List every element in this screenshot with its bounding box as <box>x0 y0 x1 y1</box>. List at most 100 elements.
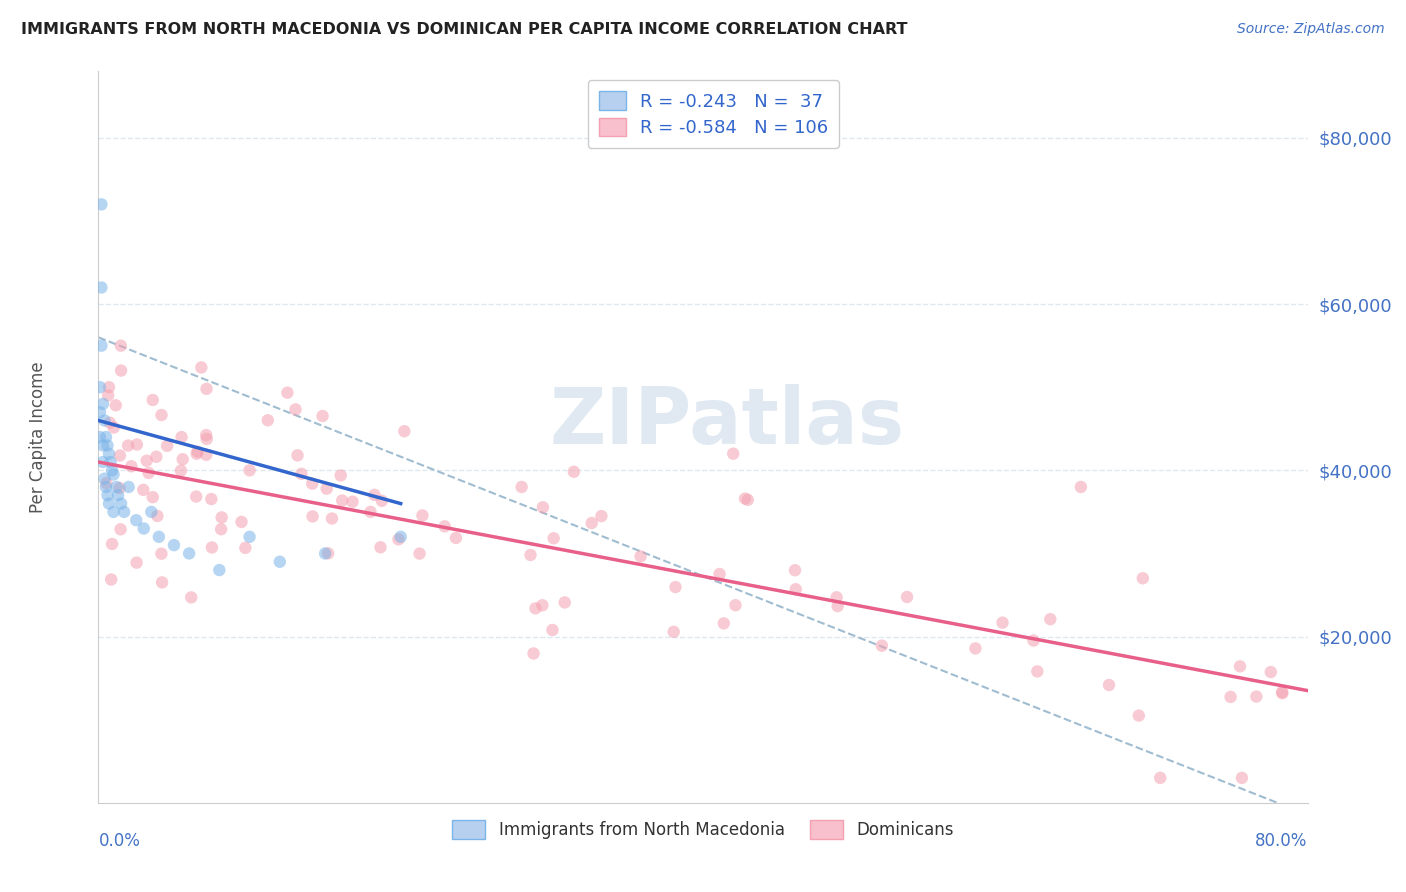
Point <box>896 590 918 604</box>
Point <box>112 505 135 519</box>
Point <box>554 595 576 609</box>
Point <box>91 397 114 411</box>
Point <box>90 197 112 211</box>
Point <box>591 509 613 524</box>
Point <box>200 492 222 507</box>
Point <box>315 482 337 496</box>
Point <box>163 538 186 552</box>
Point <box>195 448 218 462</box>
Point <box>522 647 544 661</box>
Point <box>965 641 987 656</box>
Point <box>91 438 114 452</box>
Point <box>180 591 202 605</box>
Point <box>1230 771 1253 785</box>
Point <box>562 465 585 479</box>
Point <box>190 360 212 375</box>
Point <box>1132 571 1154 585</box>
Point <box>1039 612 1062 626</box>
Point <box>91 455 114 469</box>
Point <box>150 575 173 590</box>
Point <box>103 467 125 482</box>
Point <box>142 490 165 504</box>
Point <box>370 541 392 555</box>
Point <box>314 546 336 560</box>
Text: 80.0%: 80.0% <box>1256 832 1308 850</box>
Point <box>96 476 118 491</box>
Point <box>785 582 807 597</box>
Point <box>239 530 262 544</box>
Point <box>543 531 565 545</box>
Point <box>132 483 155 497</box>
Point <box>132 521 155 535</box>
Point <box>394 424 416 438</box>
Point <box>89 430 111 444</box>
Point <box>363 488 385 502</box>
Point <box>209 522 232 536</box>
Point <box>389 530 412 544</box>
Point <box>311 409 333 423</box>
Point <box>201 541 224 555</box>
Point <box>108 481 131 495</box>
Point <box>411 508 433 523</box>
Point <box>630 549 652 564</box>
Point <box>110 522 132 536</box>
Point <box>321 511 343 525</box>
Point <box>1246 690 1268 704</box>
Text: ZIPatlas: ZIPatlas <box>550 384 904 460</box>
Text: Per Capita Income: Per Capita Income <box>30 361 46 513</box>
Point <box>387 533 409 547</box>
Point <box>1229 659 1251 673</box>
Point <box>90 338 112 352</box>
Point <box>97 388 120 402</box>
Point <box>89 380 111 394</box>
Point <box>870 639 893 653</box>
Point <box>239 463 262 477</box>
Point <box>531 599 554 613</box>
Point <box>100 573 122 587</box>
Point <box>103 505 125 519</box>
Point <box>510 480 533 494</box>
Point <box>581 516 603 530</box>
Point <box>531 500 554 515</box>
Point <box>101 537 124 551</box>
Point <box>94 480 117 494</box>
Point <box>827 599 849 614</box>
Point <box>1149 771 1171 785</box>
Point <box>276 385 298 400</box>
Point <box>125 437 148 451</box>
Point <box>90 280 112 294</box>
Point <box>118 480 141 494</box>
Point <box>93 413 115 427</box>
Point <box>256 413 278 427</box>
Point <box>330 493 353 508</box>
Point <box>120 459 142 474</box>
Point <box>89 405 111 419</box>
Point <box>408 547 430 561</box>
Point <box>371 493 394 508</box>
Point <box>724 599 747 613</box>
Point <box>783 563 806 577</box>
Point <box>117 438 139 452</box>
Point <box>360 505 382 519</box>
Point <box>1271 685 1294 699</box>
Point <box>195 428 218 442</box>
Point <box>108 449 131 463</box>
Point <box>125 556 148 570</box>
Point <box>1098 678 1121 692</box>
Point <box>186 447 208 461</box>
Legend: Immigrants from North Macedonia, Dominicans: Immigrants from North Macedonia, Dominic… <box>446 814 960 846</box>
Point <box>94 430 117 444</box>
Point <box>737 492 759 507</box>
Point <box>195 382 218 396</box>
Point <box>110 338 132 352</box>
Point <box>146 508 169 523</box>
Point <box>98 447 121 461</box>
Point <box>825 591 848 605</box>
Point <box>284 402 307 417</box>
Point <box>287 449 309 463</box>
Point <box>269 555 291 569</box>
Point <box>96 488 118 502</box>
Point <box>1022 633 1045 648</box>
Point <box>301 476 323 491</box>
Point <box>524 601 547 615</box>
